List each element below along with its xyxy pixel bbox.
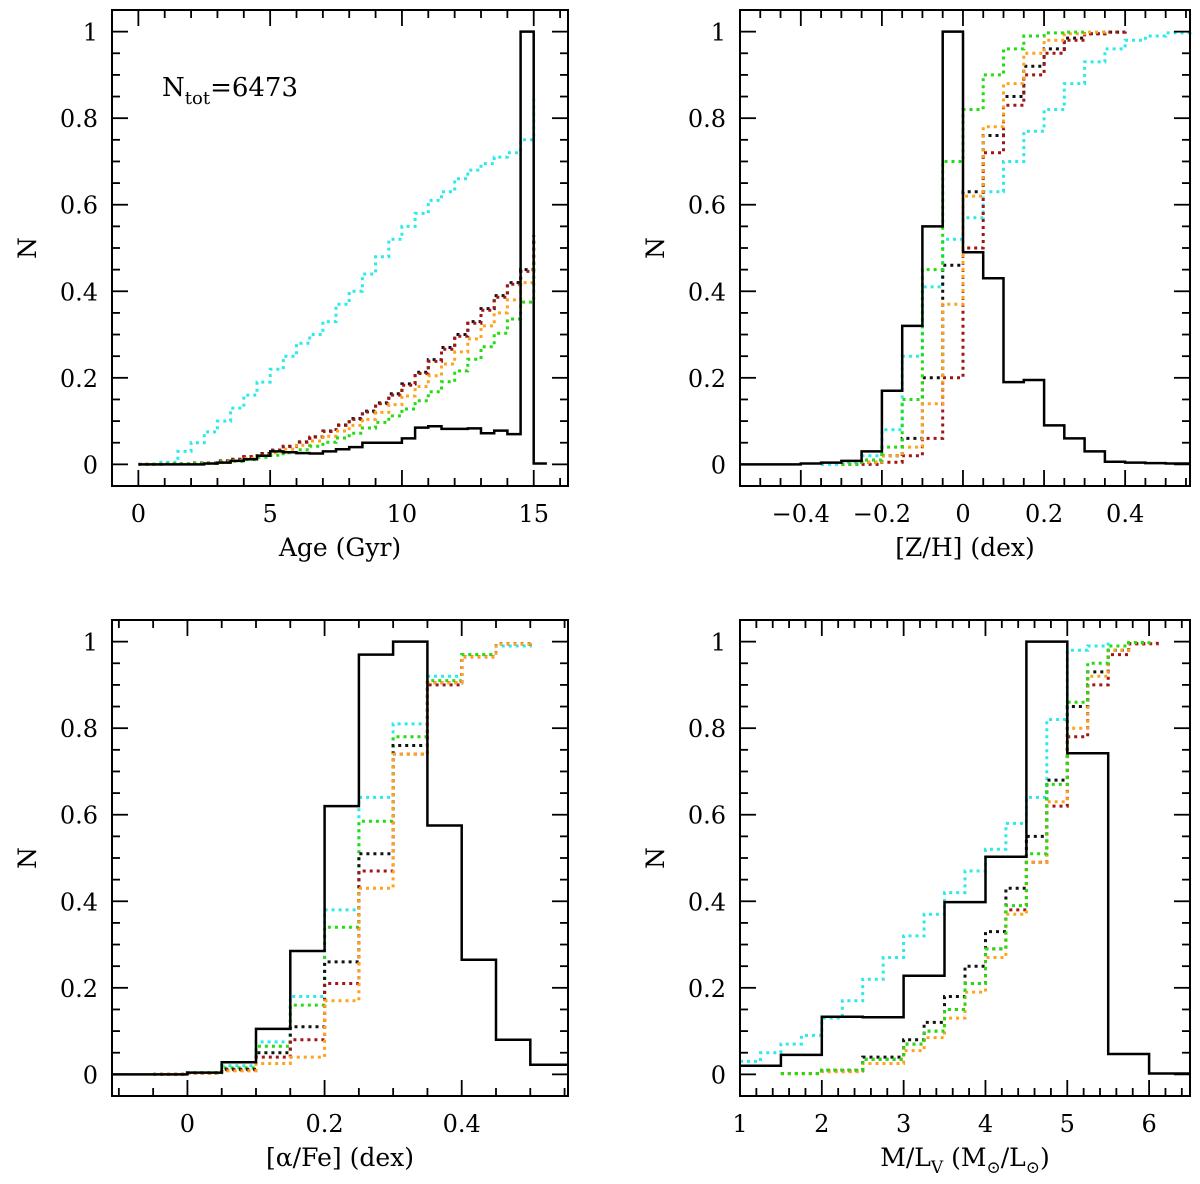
ml-xlabel-part: ⊙ [986, 1158, 1000, 1178]
alphafe-series-green [153, 641, 532, 1076]
age-ytick-label: 0.8 [60, 105, 98, 133]
age-xtick-label: 15 [518, 500, 549, 528]
alphafe-xtick-label: 0.2 [305, 1110, 343, 1138]
age-series-cyan [159, 96, 536, 464]
age-annotation: Ntot=6473 [162, 73, 298, 109]
ml-xlabel: M/LV (M⊙/L⊙) [880, 1143, 1050, 1178]
ml-xlabel-part: (M [943, 1143, 986, 1172]
age-histogram [138, 30, 547, 466]
ml-series-cyan [740, 641, 1110, 1063]
ml-histogram [740, 640, 1190, 1075]
zh-xtick-label: −0.2 [853, 500, 911, 528]
ml-ytick-label: 0.4 [688, 888, 726, 916]
ml-xtick-label: 4 [978, 1110, 993, 1138]
panel-zh: −0.4 −0.2 0 0.2 0.4 0 0.2 0.4 0.6 0.8 1 N [Z/H] (dex… [641, 9, 1192, 562]
zh-xtick-label: 0.4 [1106, 500, 1144, 528]
ml-xtick-label: 2 [814, 1110, 829, 1138]
ml-ylabel: N [641, 847, 670, 869]
age-series-orange [138, 248, 536, 466]
annotation-sub: tot [185, 88, 211, 109]
alphafe-series-orange [153, 641, 532, 1076]
zh-ytick-label: 0.8 [688, 105, 726, 133]
ml-xtick-label: 3 [896, 1110, 911, 1138]
annotation-rest: =6473 [210, 73, 298, 103]
ml-ytick-label: 0.6 [688, 802, 726, 830]
zh-ytick-label: 0 [711, 451, 726, 479]
alphafe-axes-frame [111, 619, 569, 1097]
age-xlabel: Age (Gyr) [278, 533, 401, 562]
ml-xtick-label: 5 [1060, 1110, 1075, 1138]
alphafe-series-black [153, 641, 532, 1076]
zh-axes-frame [739, 9, 1191, 487]
zh-ytick-label: 0.6 [688, 192, 726, 220]
panel-alphafe: 0 0.2 0.4 0 0.2 0.4 0.6 0.8 1 N [α/Fe] (dex) [13, 619, 569, 1172]
ml-series-darkred [780, 641, 1159, 1075]
ml-ytick-label: 0.8 [688, 715, 726, 743]
age-ytick-label: 0 [83, 451, 98, 479]
zh-series-orange [841, 30, 1107, 466]
ml-xlabel-part: ⊙ [1026, 1158, 1040, 1178]
ml-axes-frame [739, 619, 1191, 1097]
age-ytick-label: 1 [83, 19, 98, 47]
age-ylabel: N [13, 237, 42, 259]
alphafe-xtick-label: 0 [180, 1110, 195, 1138]
age-xtick-label: 0 [131, 500, 146, 528]
zh-series-cyan [821, 31, 1192, 466]
zh-xtick-label: −0.4 [772, 500, 830, 528]
age-xtick-label: 5 [263, 500, 278, 528]
ml-xtick-label: 6 [1141, 1110, 1156, 1138]
age-ytick-label: 0.2 [60, 365, 98, 393]
alphafe-histogram [112, 640, 568, 1076]
age-xtick-label: 10 [387, 500, 418, 528]
ml-ytick-label: 1 [711, 629, 726, 657]
alphafe-xtick-label: 0.4 [443, 1110, 481, 1138]
ml-xlabel-part: ) [1040, 1143, 1050, 1172]
ml-xlabel-part: /L [1001, 1143, 1026, 1172]
alphafe-ylabel: N [13, 847, 42, 869]
ml-ytick-label: 0 [711, 1061, 726, 1089]
panel-age: 0 5 10 15 0 0.2 0.4 0.6 0.8 1 N Age (Gyr) Ntot=6473 [13, 9, 569, 562]
age-ytick-label: 0.4 [60, 278, 98, 306]
ml-series-orange [780, 641, 1151, 1076]
zh-ytick-label: 0.2 [688, 365, 726, 393]
alphafe-ytick-label: 0.8 [60, 715, 98, 743]
alphafe-ytick-label: 0.2 [60, 975, 98, 1003]
zh-ytick-label: 1 [711, 19, 726, 47]
alphafe-ytick-label: 0 [83, 1061, 98, 1089]
alphafe-series-darkred [153, 641, 532, 1076]
zh-series-darkred [861, 30, 1127, 466]
zh-xlabel: [Z/H] (dex) [895, 533, 1034, 562]
alphafe-series-cyan [153, 641, 532, 1076]
ml-ytick-label: 0.2 [688, 975, 726, 1003]
alphafe-ytick-label: 0.4 [60, 888, 98, 916]
alphafe-ytick-label: 1 [83, 629, 98, 657]
ml-xlabel-part: M/L [880, 1143, 931, 1172]
zh-xtick-label: 0.2 [1025, 500, 1063, 528]
zh-ylabel: N [641, 237, 670, 259]
alphafe-ytick-label: 0.6 [60, 802, 98, 830]
zh-histogram [740, 30, 1190, 466]
age-series-green [138, 261, 536, 466]
zh-ytick-label: 0.4 [688, 278, 726, 306]
zh-xtick-label: 0 [955, 500, 970, 528]
ml-xtick-label: 1 [732, 1110, 747, 1138]
ml-series-green [780, 641, 1151, 1075]
alphafe-xlabel: [α/Fe] (dex) [266, 1143, 414, 1172]
ml-series-black [780, 641, 1151, 1075]
ml-xlabel-part: V [930, 1158, 944, 1178]
age-ytick-label: 0.6 [60, 192, 98, 220]
annotation-main: N [162, 73, 185, 103]
